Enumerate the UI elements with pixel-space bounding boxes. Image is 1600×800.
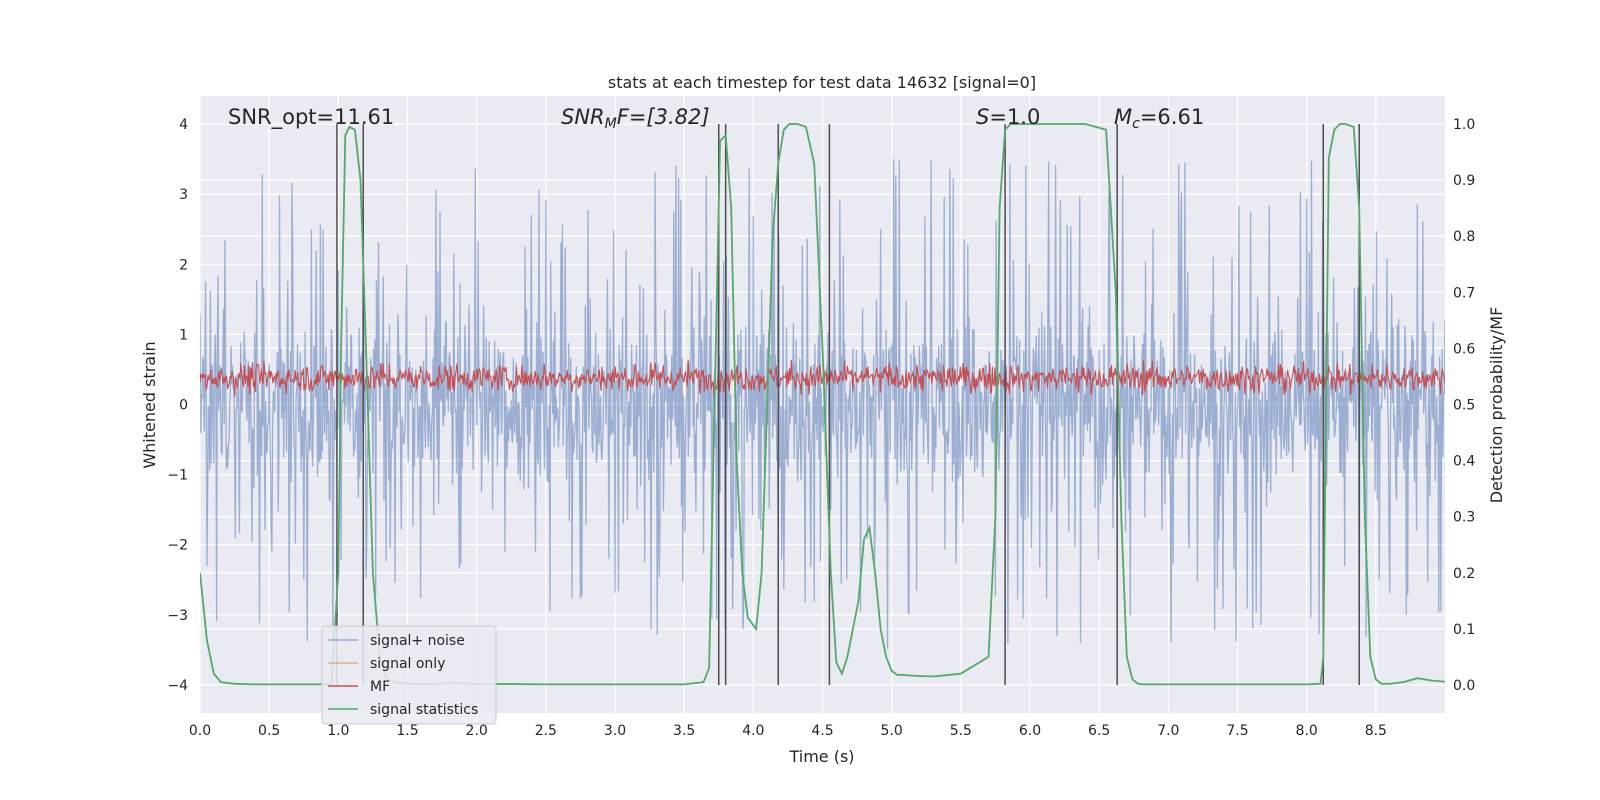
x-tick-label: 7.5	[1226, 723, 1248, 739]
y-tick-label-right: 0.7	[1453, 285, 1475, 301]
y-tick-label-left: −4	[167, 678, 188, 694]
annotation-s: S=1.0	[976, 105, 1040, 129]
x-axis-label: Time (s)	[788, 747, 854, 766]
legend: signal+ noise signal only MF signal stat…	[321, 625, 497, 725]
x-tick-label: 2.5	[535, 723, 557, 739]
x-tick-label: 5.0	[881, 723, 903, 739]
y-tick-label-right: 0.9	[1453, 173, 1475, 189]
y-tick-label-right: 0.6	[1453, 341, 1475, 357]
legend-box	[321, 625, 497, 725]
y-tick-label-right: 1.0	[1453, 117, 1475, 133]
y-axis-label-right: Detection probability/MF	[1487, 307, 1506, 504]
legend-label-signal-noise: signal+ noise	[370, 633, 465, 649]
x-tick-label: 1.5	[396, 723, 418, 739]
annotation-mc: Mc=6.61	[1114, 105, 1204, 132]
y-tick-label-left: 2	[179, 257, 188, 273]
y-tick-label-right: 0.3	[1453, 510, 1475, 526]
x-tick-label: 0.5	[258, 723, 280, 739]
annotation-snr-mf: SNRMF=[3.82]	[561, 105, 710, 132]
x-tick-label: 4.0	[742, 723, 764, 739]
y-tick-label-right: 0.2	[1453, 566, 1475, 582]
y-tick-label-right: 0.4	[1453, 454, 1475, 470]
x-tick-label: 8.5	[1365, 723, 1387, 739]
x-tick-label: 1.0	[327, 723, 349, 739]
y-axis-label-left: Whitened strain	[140, 341, 159, 468]
y-tick-label-left: 1	[179, 327, 188, 343]
x-tick-label: 2.0	[466, 723, 488, 739]
x-tick-label: 4.5	[811, 723, 833, 739]
y-tick-label-right: 0.0	[1453, 678, 1475, 694]
y-tick-label-left: 3	[179, 187, 188, 203]
x-tick-label: 3.5	[673, 723, 695, 739]
x-tick-label: 3.0	[604, 723, 626, 739]
y-tick-label-right: 0.8	[1453, 229, 1475, 245]
mf-line	[200, 359, 1445, 398]
y-tick-label-left: −3	[167, 608, 188, 624]
y-tick-label-right: 0.1	[1453, 622, 1475, 638]
chart-title: stats at each timestep for test data 146…	[608, 73, 1036, 92]
legend-label-signal-statistics: signal statistics	[370, 702, 478, 718]
x-tick-label: 0.0	[189, 723, 211, 739]
annotation-snr-opt: SNR_opt=11.61	[228, 105, 394, 130]
y-tick-label-left: 0	[179, 398, 188, 414]
x-tick-label: 8.0	[1296, 723, 1318, 739]
x-tick-label: 6.5	[1088, 723, 1110, 739]
y-tick-label-right: 0.5	[1453, 398, 1475, 414]
x-tick-label: 6.0	[1019, 723, 1041, 739]
legend-label-mf: MF	[370, 679, 390, 695]
x-tick-label: 7.0	[1157, 723, 1179, 739]
signal-noise-line	[200, 159, 1445, 650]
x-tick-label: 5.5	[950, 723, 972, 739]
y-tick-label-left: −1	[167, 468, 188, 484]
y-tick-label-left: −2	[167, 538, 188, 554]
legend-label-signal-only: signal only	[370, 656, 445, 672]
y-tick-label-left: 4	[179, 117, 188, 133]
